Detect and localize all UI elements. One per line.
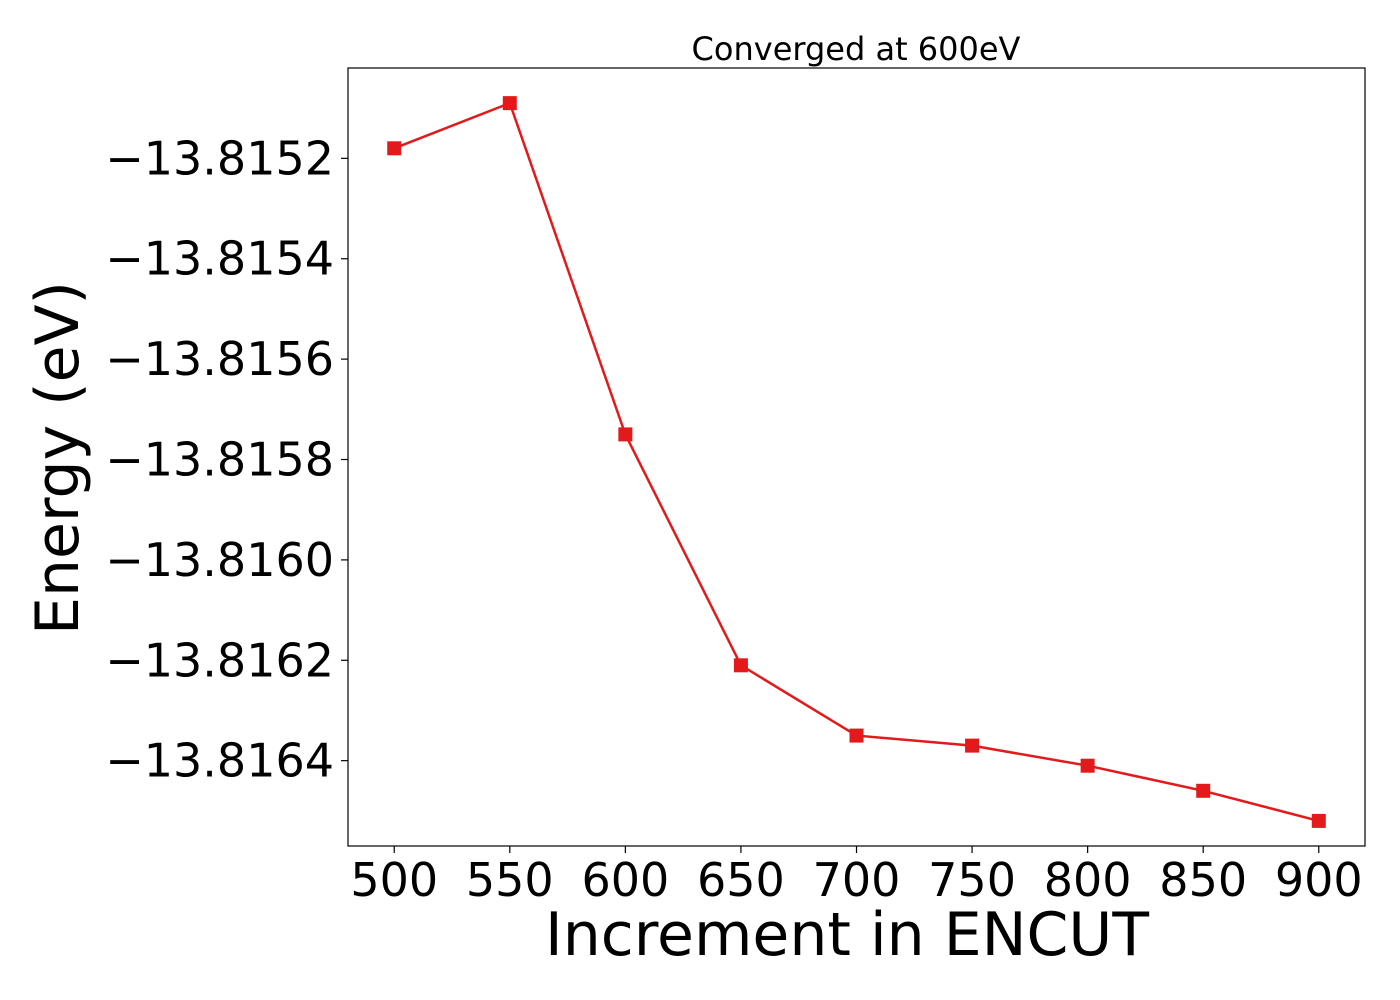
series-layer: [387, 96, 1326, 828]
y-tick-label: −13.8162: [105, 633, 334, 687]
data-point-marker: [849, 728, 864, 743]
x-tick-label: 700: [813, 853, 901, 907]
y-axis-label: Energy (eV): [23, 281, 93, 635]
y-tick-label: −13.8160: [105, 533, 334, 587]
y-tick-label: −13.8156: [105, 332, 334, 386]
x-tick-label: 900: [1275, 853, 1363, 907]
x-tick-label: 800: [1044, 853, 1132, 907]
data-point-marker: [387, 141, 402, 156]
series-line: [393, 101, 1320, 823]
data-point-marker: [1311, 813, 1326, 828]
x-tick-label: 500: [350, 853, 438, 907]
data-point-marker: [1080, 758, 1095, 773]
x-tick-label: 850: [1159, 853, 1247, 907]
x-tick-label: 550: [466, 853, 554, 907]
chart-title: Converged at 600eV: [692, 30, 1021, 68]
data-point-marker: [618, 427, 633, 442]
data-point-marker: [733, 658, 748, 673]
y-tick-label: −13.8164: [105, 734, 334, 788]
y-tick-label: −13.8152: [105, 131, 334, 185]
data-point-marker: [965, 738, 980, 753]
x-axis-label: Increment in ENCUT: [545, 900, 1149, 970]
y-tick-label: −13.8158: [105, 433, 334, 487]
data-point-marker: [502, 96, 517, 111]
x-tick-label: 600: [581, 853, 669, 907]
x-tick-label: 650: [697, 853, 785, 907]
x-axis: 500 550 600 650 700 750 800 850 900: [350, 846, 1363, 907]
y-tick-label: −13.8154: [105, 232, 334, 286]
data-point-marker: [1196, 783, 1211, 798]
y-axis: −13.8152 −13.8154 −13.8156 −13.8158 −13.8160…: [105, 131, 348, 788]
x-tick-label: 750: [928, 853, 1016, 907]
